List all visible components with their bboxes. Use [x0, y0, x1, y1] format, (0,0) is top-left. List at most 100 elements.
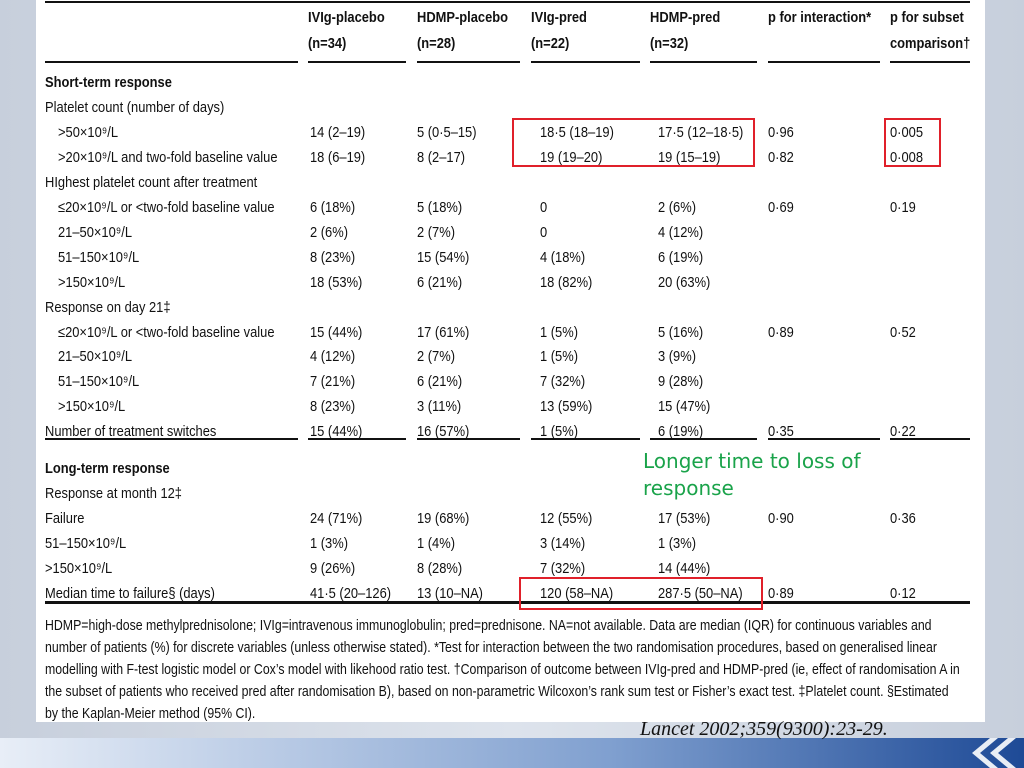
footer-band: [0, 738, 1024, 768]
column-header: p for subset: [890, 9, 964, 26]
table-cell: 18 (53%): [310, 273, 363, 291]
highlight-box: [512, 118, 755, 167]
rule: [45, 61, 298, 63]
row-label: HIghest platelet count after treatment: [45, 173, 258, 191]
row-label: >20×10⁹/L and two-fold baseline value: [58, 148, 278, 166]
section-title: Short-term response: [45, 74, 172, 91]
column-header: (n=28): [417, 35, 456, 52]
table-cell: 0: [540, 198, 548, 216]
footnote-line: modelling with F-test logistic model or …: [45, 661, 960, 678]
column-header: (n=34): [308, 35, 347, 52]
rule: [45, 1, 970, 3]
table-cell: 5 (16%): [658, 323, 704, 341]
row-label: 51–150×10⁹/L: [58, 373, 140, 391]
table-cell: 6 (18%): [310, 198, 356, 216]
table-cell: 4 (12%): [310, 348, 356, 366]
rule: [417, 61, 520, 63]
table-cell: 1 (5%): [540, 348, 579, 366]
row-label: >150×10⁹/L: [58, 273, 126, 291]
table-cell: 8 (23%): [310, 398, 356, 416]
column-header: IVIg-placebo: [308, 9, 385, 26]
rule: [531, 61, 640, 63]
row-label: 21–50×10⁹/L: [58, 223, 133, 241]
table-cell: 6 (19%): [658, 248, 704, 266]
column-header: (n=32): [650, 35, 689, 52]
row-label: 21–50×10⁹/L: [58, 348, 133, 366]
row-label: Number of treatment switches: [45, 423, 217, 441]
table-panel: IVIg-placebo (n=34) HDMP-placebo (n=28) IVIg…: [36, 0, 985, 722]
table-cell: 1 (3%): [310, 535, 349, 553]
table-cell: 0·89: [768, 323, 794, 341]
table-cell: 15 (47%): [658, 398, 711, 416]
table-cell: 7 (32%): [540, 560, 586, 578]
citation: Lancet 2002;359(9300):23-29.: [640, 718, 888, 740]
table-cell: 3 (9%): [658, 348, 697, 366]
table-cell: 0: [540, 223, 548, 241]
table-cell: 5 (0·5–15): [417, 123, 477, 141]
table-cell: 9 (26%): [310, 560, 356, 578]
table-cell: 16 (57%): [417, 423, 470, 441]
rule: [531, 438, 640, 441]
table-cell: 0·96: [768, 123, 794, 141]
table-cell: 18 (82%): [540, 273, 593, 291]
table-cell: 287·5 (50–NA): [658, 585, 743, 602]
footnote-line: HDMP=high-dose methylprednisolone; IVIg=…: [45, 617, 932, 634]
annotation: Longer time to loss of response: [643, 449, 861, 500]
table-cell: 2 (6%): [310, 223, 349, 241]
table-cell: 19 (19–20): [540, 148, 603, 166]
table-cell: 2 (7%): [417, 348, 456, 366]
highlight-box: [519, 577, 763, 610]
footnote-line: by the Kaplan-Meier method (95% CI).: [45, 705, 256, 722]
row-label: >150×10⁹/L: [45, 560, 113, 578]
table-cell: 5 (18%): [417, 198, 463, 216]
table-cell: 1 (4%): [417, 535, 456, 553]
row-label: ≤20×10⁹/L or <two-fold baseline value: [58, 323, 275, 341]
table-cell: 0·22: [890, 423, 916, 441]
column-header: p for interaction*: [768, 9, 872, 26]
column-header: HDMP-placebo: [417, 9, 509, 26]
table-cell: 17 (61%): [417, 323, 470, 341]
table-cell: 0·89: [768, 585, 794, 602]
table-cell: 15 (44%): [310, 423, 363, 441]
table-cell: 24 (71%): [310, 510, 363, 528]
table-cell: 12 (55%): [540, 510, 593, 528]
table-cell: 0·008: [890, 148, 924, 166]
table-cell: 0·35: [768, 423, 794, 441]
table-cell: 14 (2–19): [310, 123, 366, 141]
footnote-line: number of patients (%) for discrete vari…: [45, 639, 937, 656]
table-cell: 6 (21%): [417, 373, 463, 391]
section-title: Long-term response: [45, 460, 170, 478]
table-cell: 0·12: [890, 585, 916, 602]
table-cell: 8 (2–17): [417, 148, 466, 166]
table-cell: 8 (23%): [310, 248, 356, 266]
table-cell: 19 (15–19): [658, 148, 721, 166]
table-cell: 2 (7%): [417, 223, 456, 241]
table-cell: 3 (14%): [540, 535, 586, 553]
highlight-box: [884, 118, 941, 167]
row-label: Platelet count (number of days): [45, 98, 225, 116]
row-label: Response on day 21‡: [45, 298, 171, 316]
table-cell: 15 (44%): [310, 323, 363, 341]
table-cell: 6 (19%): [658, 423, 704, 441]
table-cell: 20 (63%): [658, 273, 711, 291]
table-cell: 17 (53%): [658, 510, 711, 528]
table-cell: 9 (28%): [658, 373, 704, 391]
table-cell: 15 (54%): [417, 248, 470, 266]
column-header: HDMP-pred: [650, 9, 721, 26]
row-label: >50×10⁹/L: [58, 123, 119, 141]
row-label: Response at month 12‡: [45, 485, 182, 503]
row-label: >150×10⁹/L: [58, 398, 126, 416]
table-cell: 7 (21%): [310, 373, 356, 391]
column-header: IVIg-pred: [531, 9, 587, 26]
table-cell: 17·5 (12–18·5): [658, 123, 744, 141]
rule: [890, 438, 970, 441]
column-header: comparison†: [890, 35, 971, 52]
column-header: (n=22): [531, 35, 570, 52]
table-cell: 4 (18%): [540, 248, 586, 266]
table-cell: 0·005: [890, 123, 924, 141]
row-label: 51–150×10⁹/L: [58, 248, 140, 266]
table-cell: 7 (32%): [540, 373, 586, 391]
table-cell: 1 (5%): [540, 323, 579, 341]
table-cell: 3 (11%): [417, 398, 462, 416]
